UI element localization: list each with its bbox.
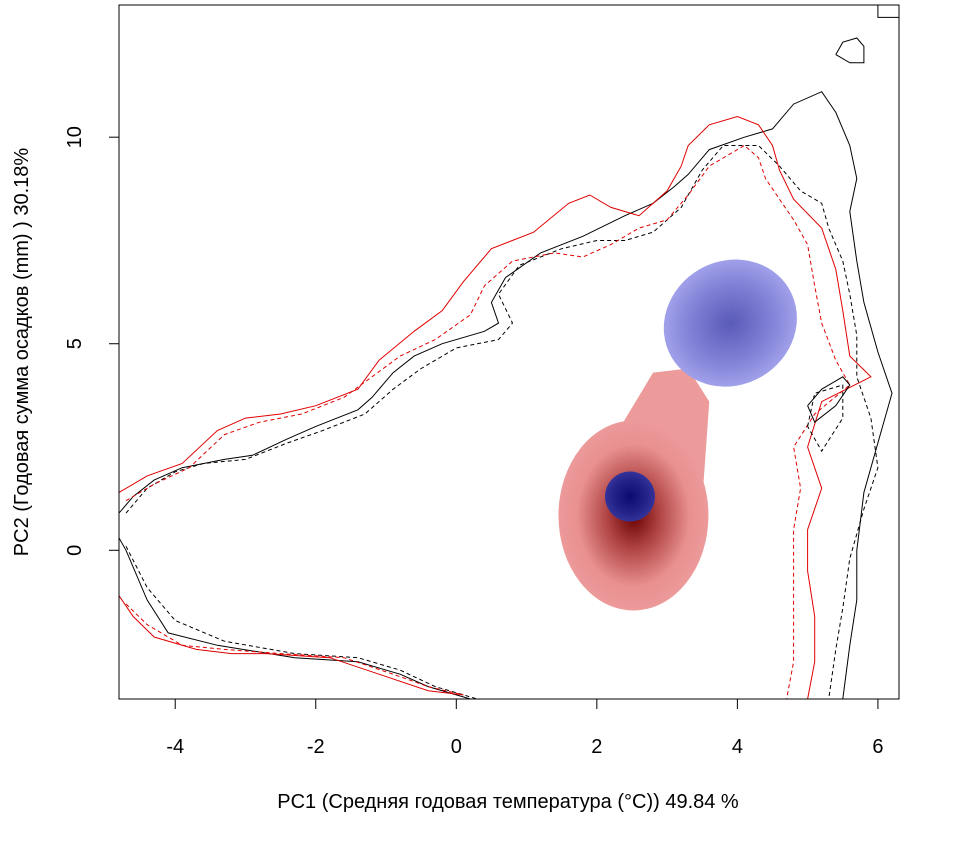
black-contour-solid-0 [119, 91, 893, 699]
x-tick-label: -4 [166, 736, 184, 758]
blue-density-blob [663, 259, 797, 387]
black-contour-dashed-11 [807, 384, 844, 453]
x-tick-label: 2 [591, 736, 602, 758]
black-contour-solid-8 [835, 37, 865, 64]
red-contour-dashed-6 [125, 144, 851, 699]
y-tick-label: 0 [64, 545, 86, 556]
x-axis-title: PC1 (Средняя годовая температура (°C)) 4… [277, 791, 739, 813]
red-contour-solid-4 [119, 115, 872, 699]
x-tick-label: 0 [451, 736, 462, 758]
blue-density-core [604, 471, 655, 522]
red-contour-solid-5 [119, 595, 464, 696]
black-contour-dashed-3 [125, 545, 478, 699]
y-axis: 0 5 10 [64, 126, 120, 556]
density-layer [558, 259, 797, 611]
x-tick-label: 4 [732, 736, 743, 758]
contour-layer [119, 5, 899, 699]
black-contour-solid-9 [877, 5, 899, 18]
y-axis-title: PC2 (Годовая сумма осадков (mm) ) 30.18% [11, 148, 33, 557]
y-tick-label: 10 [64, 126, 86, 148]
x-axis: -4 -2 0 2 4 6 [166, 698, 883, 758]
black-contour-solid-1 [119, 537, 471, 699]
y-tick-label: 5 [64, 338, 86, 349]
x-tick-label: 6 [872, 736, 883, 758]
red-contour-dashed-7 [125, 603, 464, 696]
black-contour-dashed-2 [125, 145, 879, 699]
x-tick-label: -2 [307, 736, 325, 758]
black-contour-solid-10 [807, 376, 851, 423]
